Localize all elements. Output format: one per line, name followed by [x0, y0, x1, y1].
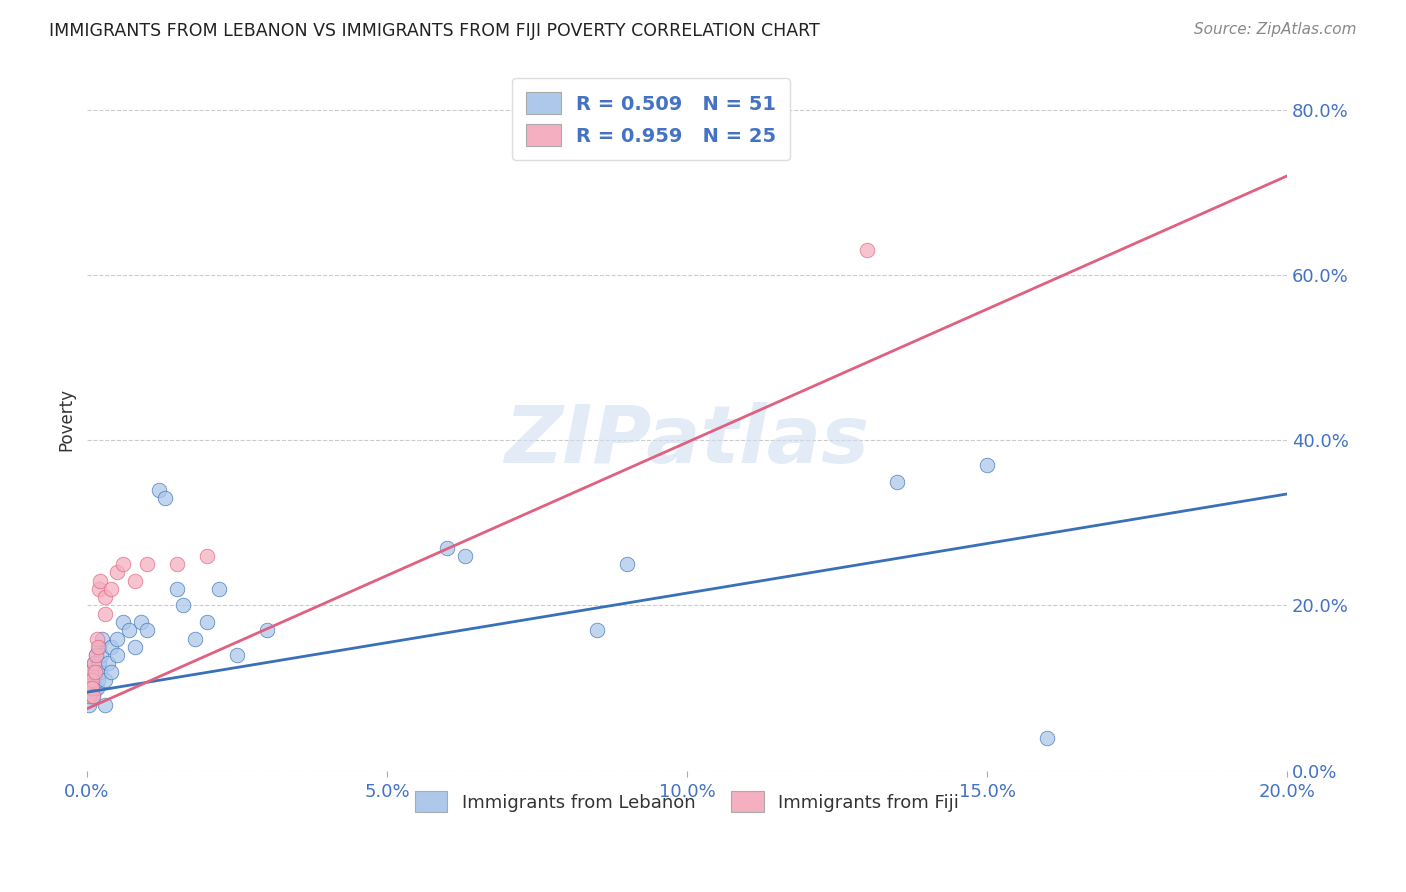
Text: Source: ZipAtlas.com: Source: ZipAtlas.com — [1194, 22, 1357, 37]
Point — [77, 681, 100, 695]
Point — [136, 624, 159, 638]
Point — [226, 648, 249, 662]
Point — [454, 549, 477, 563]
Point — [124, 640, 146, 654]
Point — [166, 582, 188, 596]
Point — [136, 557, 159, 571]
Point — [83, 657, 105, 671]
Point — [105, 632, 128, 646]
Point — [83, 657, 105, 671]
Point — [100, 640, 122, 654]
Point — [94, 607, 117, 621]
Point — [90, 648, 112, 662]
Point — [82, 690, 104, 704]
Point — [129, 615, 152, 629]
Point — [195, 549, 218, 563]
Point — [86, 665, 108, 679]
Point — [86, 681, 108, 695]
Point — [80, 690, 103, 704]
Point — [208, 582, 231, 596]
Point — [80, 665, 103, 679]
Point — [77, 681, 100, 695]
Point — [166, 557, 188, 571]
Point — [148, 483, 170, 497]
Point — [82, 681, 104, 695]
Point — [124, 574, 146, 588]
Point — [79, 681, 101, 695]
Point — [94, 591, 117, 605]
Point — [80, 665, 103, 679]
Point — [436, 541, 458, 555]
Point — [82, 673, 104, 687]
Point — [118, 624, 141, 638]
Point — [87, 673, 110, 687]
Point — [111, 557, 134, 571]
Point — [86, 632, 108, 646]
Point — [87, 640, 110, 654]
Text: IMMIGRANTS FROM LEBANON VS IMMIGRANTS FROM FIJI POVERTY CORRELATION CHART: IMMIGRANTS FROM LEBANON VS IMMIGRANTS FR… — [49, 22, 820, 40]
Point — [79, 681, 101, 695]
Point — [1036, 731, 1059, 745]
Point — [886, 475, 908, 489]
Point — [100, 582, 122, 596]
Point — [87, 657, 110, 671]
Y-axis label: Poverty: Poverty — [58, 388, 75, 451]
Point — [91, 632, 114, 646]
Point — [77, 690, 100, 704]
Point — [153, 491, 176, 505]
Point — [616, 557, 638, 571]
Point — [87, 582, 110, 596]
Text: ZIPatlas: ZIPatlas — [505, 401, 869, 480]
Point — [84, 648, 107, 662]
Point — [856, 244, 879, 258]
Point — [87, 657, 110, 671]
Point — [79, 673, 101, 687]
Point — [184, 632, 207, 646]
Point — [84, 673, 107, 687]
Point — [172, 599, 194, 613]
Point — [94, 698, 117, 712]
Point — [77, 698, 100, 712]
Point — [82, 690, 104, 704]
Point — [83, 665, 105, 679]
Point — [80, 673, 103, 687]
Point — [89, 665, 111, 679]
Point — [94, 673, 117, 687]
Point — [97, 657, 120, 671]
Point — [111, 615, 134, 629]
Point — [84, 648, 107, 662]
Point — [256, 624, 278, 638]
Point — [89, 574, 111, 588]
Point — [976, 458, 998, 472]
Point — [79, 673, 101, 687]
Point — [100, 665, 122, 679]
Point — [105, 648, 128, 662]
Point — [83, 681, 105, 695]
Point — [87, 640, 110, 654]
Point — [79, 690, 101, 704]
Point — [586, 624, 609, 638]
Legend: Immigrants from Lebanon, Immigrants from Fiji: Immigrants from Lebanon, Immigrants from… — [402, 779, 972, 825]
Point — [82, 681, 104, 695]
Point — [195, 615, 218, 629]
Point — [105, 566, 128, 580]
